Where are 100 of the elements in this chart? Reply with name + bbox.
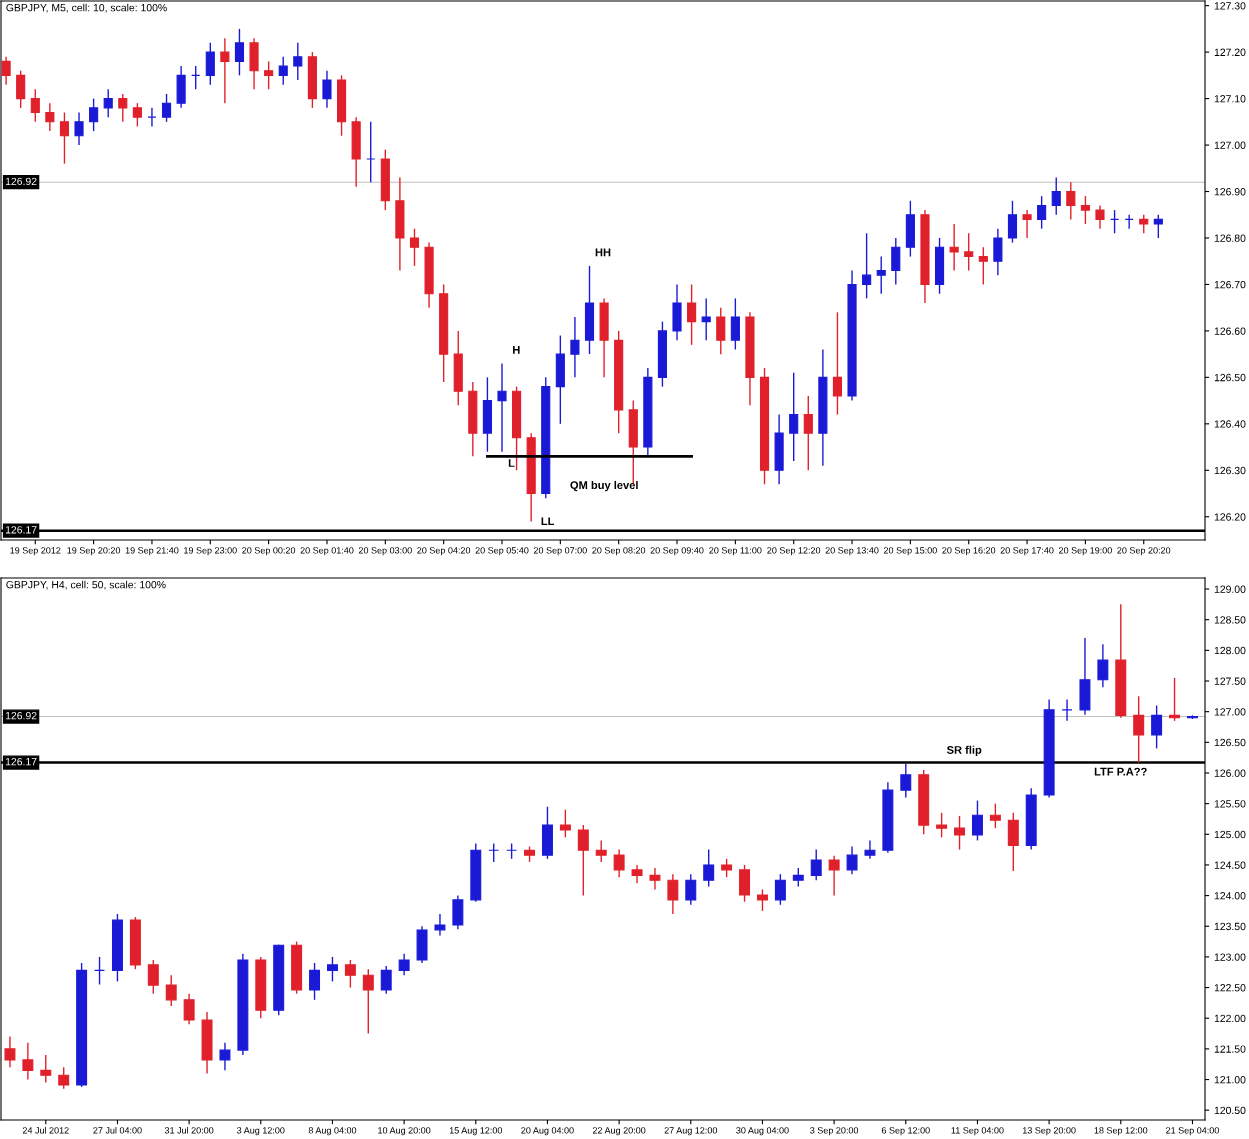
candlestick — [132, 102, 142, 128]
y-tick-label: 120.50 — [1214, 1106, 1246, 1115]
candlestick — [846, 845, 858, 875]
x-tick-label: 20 Sep 11:00 — [709, 547, 762, 556]
candlestick — [165, 974, 177, 1007]
y-tick-label: 121.50 — [1214, 1045, 1246, 1053]
candlestick — [1022, 209, 1032, 239]
x-tick-label: 20 Sep 04:20 — [417, 547, 471, 556]
x-tick-label: 27 Aug 12:00 — [664, 1127, 718, 1136]
candlestick — [322, 70, 332, 109]
x-tick-label: 19 Sep 2012 — [10, 547, 61, 556]
candlestick — [989, 802, 1001, 829]
candlestick — [876, 255, 886, 295]
candlestick — [789, 372, 799, 462]
x-tick-label: 19 Sep 20:20 — [67, 547, 121, 556]
y-tick-label: 124.00 — [1214, 892, 1246, 900]
y-tick-label: 127.50 — [1214, 677, 1246, 685]
candlestick — [964, 232, 974, 272]
candlestick — [1007, 200, 1018, 244]
candlestick — [278, 56, 288, 86]
candlestick — [716, 306, 726, 355]
candlestick — [219, 1042, 231, 1072]
y-tick-label: 126.50 — [1214, 738, 1246, 747]
candlestick — [832, 311, 843, 416]
candlestick — [828, 855, 840, 897]
candlestick — [89, 97, 99, 132]
x-tick-label: 20 Sep 15:00 — [883, 547, 937, 556]
y-tick-label: 127.10 — [1214, 95, 1246, 103]
y-tick-label: 129.00 — [1214, 585, 1246, 593]
candlestick — [362, 968, 374, 1035]
candlestick — [649, 867, 661, 891]
candlestick — [1151, 704, 1163, 750]
candlestick — [577, 824, 589, 897]
y-tick-label: 127.20 — [1214, 48, 1246, 56]
candlestick — [30, 88, 40, 123]
x-tick-label: 3 Aug 12:00 — [237, 1127, 285, 1136]
y-tick-label: 125.00 — [1214, 830, 1246, 839]
candlestick — [559, 809, 571, 839]
x-tick-label: 20 Sep 00:20 — [242, 547, 296, 556]
candlestick — [220, 37, 230, 104]
ref-line-label: 126.17 — [5, 526, 37, 534]
candlestick — [792, 867, 804, 888]
chart-title: GBPJPY, M5, cell: 10, scale: 100% — [6, 3, 167, 13]
candlestick — [59, 111, 70, 165]
y-tick-label: 126.40 — [1214, 420, 1246, 428]
y-tick-label: 128.00 — [1214, 646, 1246, 655]
y-tick-label: 126.90 — [1214, 188, 1246, 196]
y-tick-label: 127.00 — [1214, 708, 1246, 716]
candlestick — [380, 965, 392, 995]
annotation: H — [513, 346, 520, 354]
x-tick-label: 20 Sep 19:00 — [1059, 547, 1112, 556]
y-tick-label: 123.50 — [1214, 922, 1246, 931]
x-tick-label: 20 Sep 13:40 — [825, 547, 879, 556]
y-tick-label: 126.30 — [1214, 466, 1246, 475]
candlestick — [205, 42, 215, 86]
x-tick-label: 20 Sep 03:00 — [358, 547, 412, 556]
x-tick-label: 19 Sep 21:40 — [125, 547, 179, 556]
candlestick — [74, 111, 84, 146]
candlestick — [667, 873, 679, 915]
candlestick — [1051, 176, 1061, 216]
candlestick — [22, 1042, 34, 1081]
annotation: HH — [595, 248, 611, 257]
x-tick-label: 10 Aug 20:00 — [378, 1127, 431, 1136]
y-tick-label: 126.50 — [1214, 373, 1246, 382]
y-tick-label: 127.30 — [1214, 2, 1246, 10]
candlestick — [1080, 195, 1090, 225]
y-tick-label: 126.80 — [1214, 234, 1246, 242]
candlestick — [864, 839, 876, 860]
x-tick-label: 19 Sep 23:00 — [184, 547, 237, 556]
candlestick — [488, 842, 500, 863]
candlestick — [264, 60, 274, 90]
y-tick-label: 127.00 — [1214, 141, 1246, 149]
candlestick — [344, 959, 356, 989]
x-tick-label: 20 Sep 20:20 — [1117, 547, 1171, 556]
x-tick-label: 6 Sep 12:00 — [881, 1127, 930, 1136]
candlestick — [45, 102, 55, 132]
x-tick-label: 20 Sep 07:00 — [533, 547, 587, 556]
candlestick — [971, 799, 983, 842]
candlestick — [398, 953, 410, 976]
y-tick-label: 126.20 — [1214, 513, 1246, 521]
candlestick — [613, 848, 625, 878]
x-tick-label: 15 Aug 12:00 — [449, 1127, 503, 1136]
candlestick — [1095, 204, 1105, 230]
x-tick-label: 11 Sep 04:00 — [951, 1127, 1004, 1136]
candlestick — [687, 283, 697, 346]
ref-line-label: 126.92 — [5, 177, 37, 186]
candlestick — [326, 956, 338, 983]
candlestick — [900, 763, 912, 799]
ref-line-label: 126.17 — [5, 757, 37, 766]
candlestick — [1, 56, 11, 86]
candlestick — [703, 848, 715, 888]
x-tick-label: 27 Jul 04:00 — [93, 1126, 142, 1134]
x-tick-label: 22 Aug 20:00 — [592, 1127, 646, 1136]
candlestick — [810, 848, 822, 881]
candlestick — [730, 297, 740, 351]
candlestick — [803, 395, 813, 471]
candlestick — [293, 42, 303, 81]
annotation: LTF P.A?? — [1094, 767, 1147, 776]
candlestick — [4, 1035, 16, 1068]
candlestick — [309, 962, 321, 1001]
